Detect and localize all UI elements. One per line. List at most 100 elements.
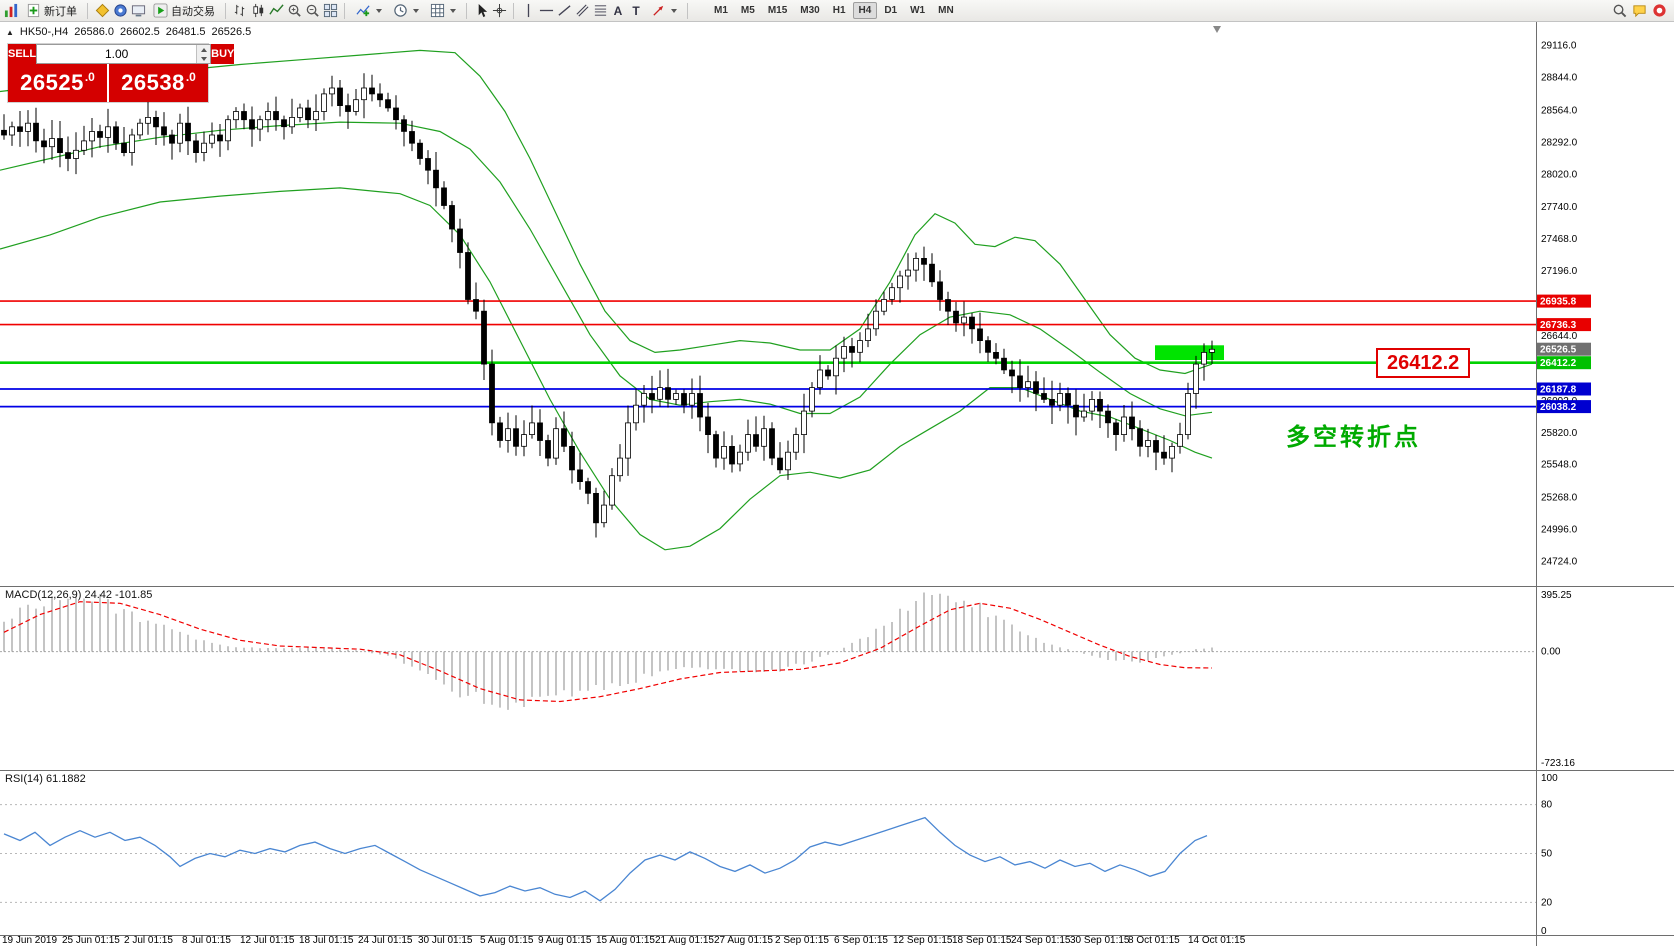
chart-background bbox=[0, 22, 1674, 946]
svg-text:26644.0: 26644.0 bbox=[1541, 331, 1578, 342]
sell-price: 26525 bbox=[20, 70, 84, 95]
buy-button[interactable]: BUY bbox=[211, 44, 235, 64]
svg-text:15 Aug 01:15: 15 Aug 01:15 bbox=[596, 935, 655, 946]
svg-text:28564.0: 28564.0 bbox=[1541, 105, 1578, 116]
chat-icon[interactable] bbox=[1631, 3, 1647, 19]
timeframe-m15[interactable]: M15 bbox=[767, 5, 788, 16]
sell-price-decimal: .0 bbox=[84, 70, 95, 84]
candlestick-chart-icon[interactable] bbox=[250, 3, 266, 19]
bollinger-bands bbox=[0, 49, 1213, 551]
turning-point-annotation: 多空转折点 bbox=[1286, 424, 1421, 451]
rsi-indicator-label: RSI(14) 61.1882 bbox=[5, 773, 86, 785]
svg-text:24996.0: 24996.0 bbox=[1541, 525, 1578, 536]
indicators-icon bbox=[355, 3, 371, 19]
one-click-toggle-icon[interactable]: ▲ bbox=[6, 27, 14, 37]
text-icon[interactable]: A bbox=[613, 3, 623, 18]
line-chart-icon[interactable] bbox=[268, 3, 284, 19]
arrows-button[interactable] bbox=[646, 0, 681, 21]
svg-text:26187.8: 26187.8 bbox=[1540, 385, 1577, 396]
templates-button[interactable] bbox=[425, 0, 460, 21]
toolbar-separator bbox=[466, 2, 467, 19]
channel-icon[interactable] bbox=[574, 3, 590, 19]
tile-windows-icon[interactable] bbox=[322, 3, 338, 19]
svg-text:25548.0: 25548.0 bbox=[1541, 460, 1578, 471]
toolbar-separator bbox=[687, 2, 688, 19]
zoom-in-icon[interactable] bbox=[286, 3, 302, 19]
svg-text:28292.0: 28292.0 bbox=[1541, 137, 1578, 148]
horizontal-line-icon[interactable] bbox=[538, 3, 554, 19]
svg-text:14 Oct 01:15: 14 Oct 01:15 bbox=[1188, 935, 1246, 946]
time-axis[interactable]: 19 Jun 2019 25 Jun 01:15 2 Jul 01:15 8 Jul … bbox=[2, 935, 1246, 946]
level-price-label[interactable]: 26412.2 bbox=[1376, 348, 1471, 378]
sell-price-panel[interactable]: 26525.0 bbox=[8, 64, 107, 102]
volume-up-arrow[interactable] bbox=[197, 45, 211, 54]
navigator-icon[interactable] bbox=[112, 3, 128, 19]
crosshair-icon[interactable] bbox=[491, 3, 507, 19]
svg-text:28020.0: 28020.0 bbox=[1541, 169, 1578, 180]
svg-text:29116.0: 29116.0 bbox=[1541, 41, 1577, 52]
timeframe-m1[interactable]: M1 bbox=[714, 5, 728, 16]
svg-text:24 Sep 01:15: 24 Sep 01:15 bbox=[1011, 935, 1071, 946]
label-icon[interactable]: T bbox=[632, 3, 640, 18]
level-lines[interactable] bbox=[0, 300, 1536, 408]
svg-text:28844.0: 28844.0 bbox=[1541, 72, 1578, 83]
volume-field[interactable] bbox=[36, 44, 212, 64]
timeframe-h1[interactable]: H1 bbox=[832, 5, 846, 16]
ohlc-close: 26526.5 bbox=[211, 26, 252, 38]
templates-icon bbox=[429, 3, 445, 19]
svg-text:27196.0: 27196.0 bbox=[1541, 266, 1578, 277]
svg-text:25820.0: 25820.0 bbox=[1541, 428, 1578, 439]
volume-down-arrow[interactable] bbox=[197, 54, 211, 63]
svg-text:6 Sep 01:15: 6 Sep 01:15 bbox=[834, 935, 888, 946]
svg-text:26935.8: 26935.8 bbox=[1540, 297, 1577, 308]
timeframe-m5[interactable]: M5 bbox=[740, 5, 755, 16]
bar-chart-icon[interactable] bbox=[232, 3, 248, 19]
fibonacci-icon[interactable] bbox=[592, 3, 608, 19]
volume-input[interactable] bbox=[37, 45, 197, 63]
zoom-out-icon[interactable] bbox=[304, 3, 320, 19]
symbol-period: HK50-,H4 bbox=[19, 26, 69, 38]
trendline-icon[interactable] bbox=[556, 3, 572, 19]
svg-text:26412.2: 26412.2 bbox=[1540, 358, 1577, 369]
timeframe-d1[interactable]: D1 bbox=[884, 5, 898, 16]
chevron-down-icon bbox=[450, 8, 456, 13]
market-watch-icon[interactable] bbox=[94, 3, 110, 19]
svg-text:395.25: 395.25 bbox=[1541, 590, 1572, 601]
arrows-icon bbox=[650, 3, 666, 19]
timeframe-mn[interactable]: MN bbox=[938, 5, 954, 16]
sell-button[interactable]: SELL bbox=[8, 44, 37, 64]
cursor-icon[interactable] bbox=[473, 3, 489, 19]
ohlc-low: 26481.5 bbox=[165, 26, 206, 38]
autotrade-label: 自动交易 bbox=[171, 5, 215, 18]
main-toolbar: 新订单 自动交易 bbox=[0, 0, 1674, 22]
volume-spinner bbox=[196, 45, 211, 63]
buy-price-panel[interactable]: 26538.0 bbox=[109, 64, 208, 102]
periods-icon bbox=[392, 3, 408, 19]
svg-text:24724.0: 24724.0 bbox=[1541, 557, 1578, 568]
community-icon[interactable] bbox=[1651, 3, 1667, 19]
terminal-icon[interactable] bbox=[130, 3, 146, 19]
timeframe-h4[interactable]: H4 bbox=[852, 2, 878, 19]
new-order-label: 新订单 bbox=[44, 5, 77, 18]
svg-text:19 Jun 2019: 19 Jun 2019 bbox=[2, 935, 57, 946]
toolbar-separator bbox=[225, 2, 226, 19]
buy-price-decimal: .0 bbox=[185, 70, 196, 84]
chevron-down-icon bbox=[671, 8, 677, 13]
periods-button[interactable] bbox=[388, 0, 423, 21]
svg-text:8 Jul 01:15: 8 Jul 01:15 bbox=[182, 935, 231, 946]
svg-text:2 Jul 01:15: 2 Jul 01:15 bbox=[124, 935, 173, 946]
vertical-line-icon[interactable] bbox=[520, 3, 536, 19]
search-icon[interactable] bbox=[1611, 3, 1627, 19]
svg-text:2 Sep 01:15: 2 Sep 01:15 bbox=[775, 935, 829, 946]
chevron-down-icon bbox=[376, 8, 382, 13]
autotrade-button[interactable]: 自动交易 bbox=[148, 0, 219, 21]
toolbar-separator bbox=[344, 2, 345, 19]
indicators-button[interactable] bbox=[351, 0, 386, 21]
buy-price: 26538 bbox=[121, 70, 185, 95]
new-order-button[interactable]: 新订单 bbox=[21, 0, 81, 21]
timeframe-w1[interactable]: W1 bbox=[910, 5, 926, 16]
svg-text:30 Jul 01:15: 30 Jul 01:15 bbox=[418, 935, 473, 946]
timeframe-m30[interactable]: M30 bbox=[800, 5, 820, 16]
app-icon bbox=[3, 3, 19, 19]
